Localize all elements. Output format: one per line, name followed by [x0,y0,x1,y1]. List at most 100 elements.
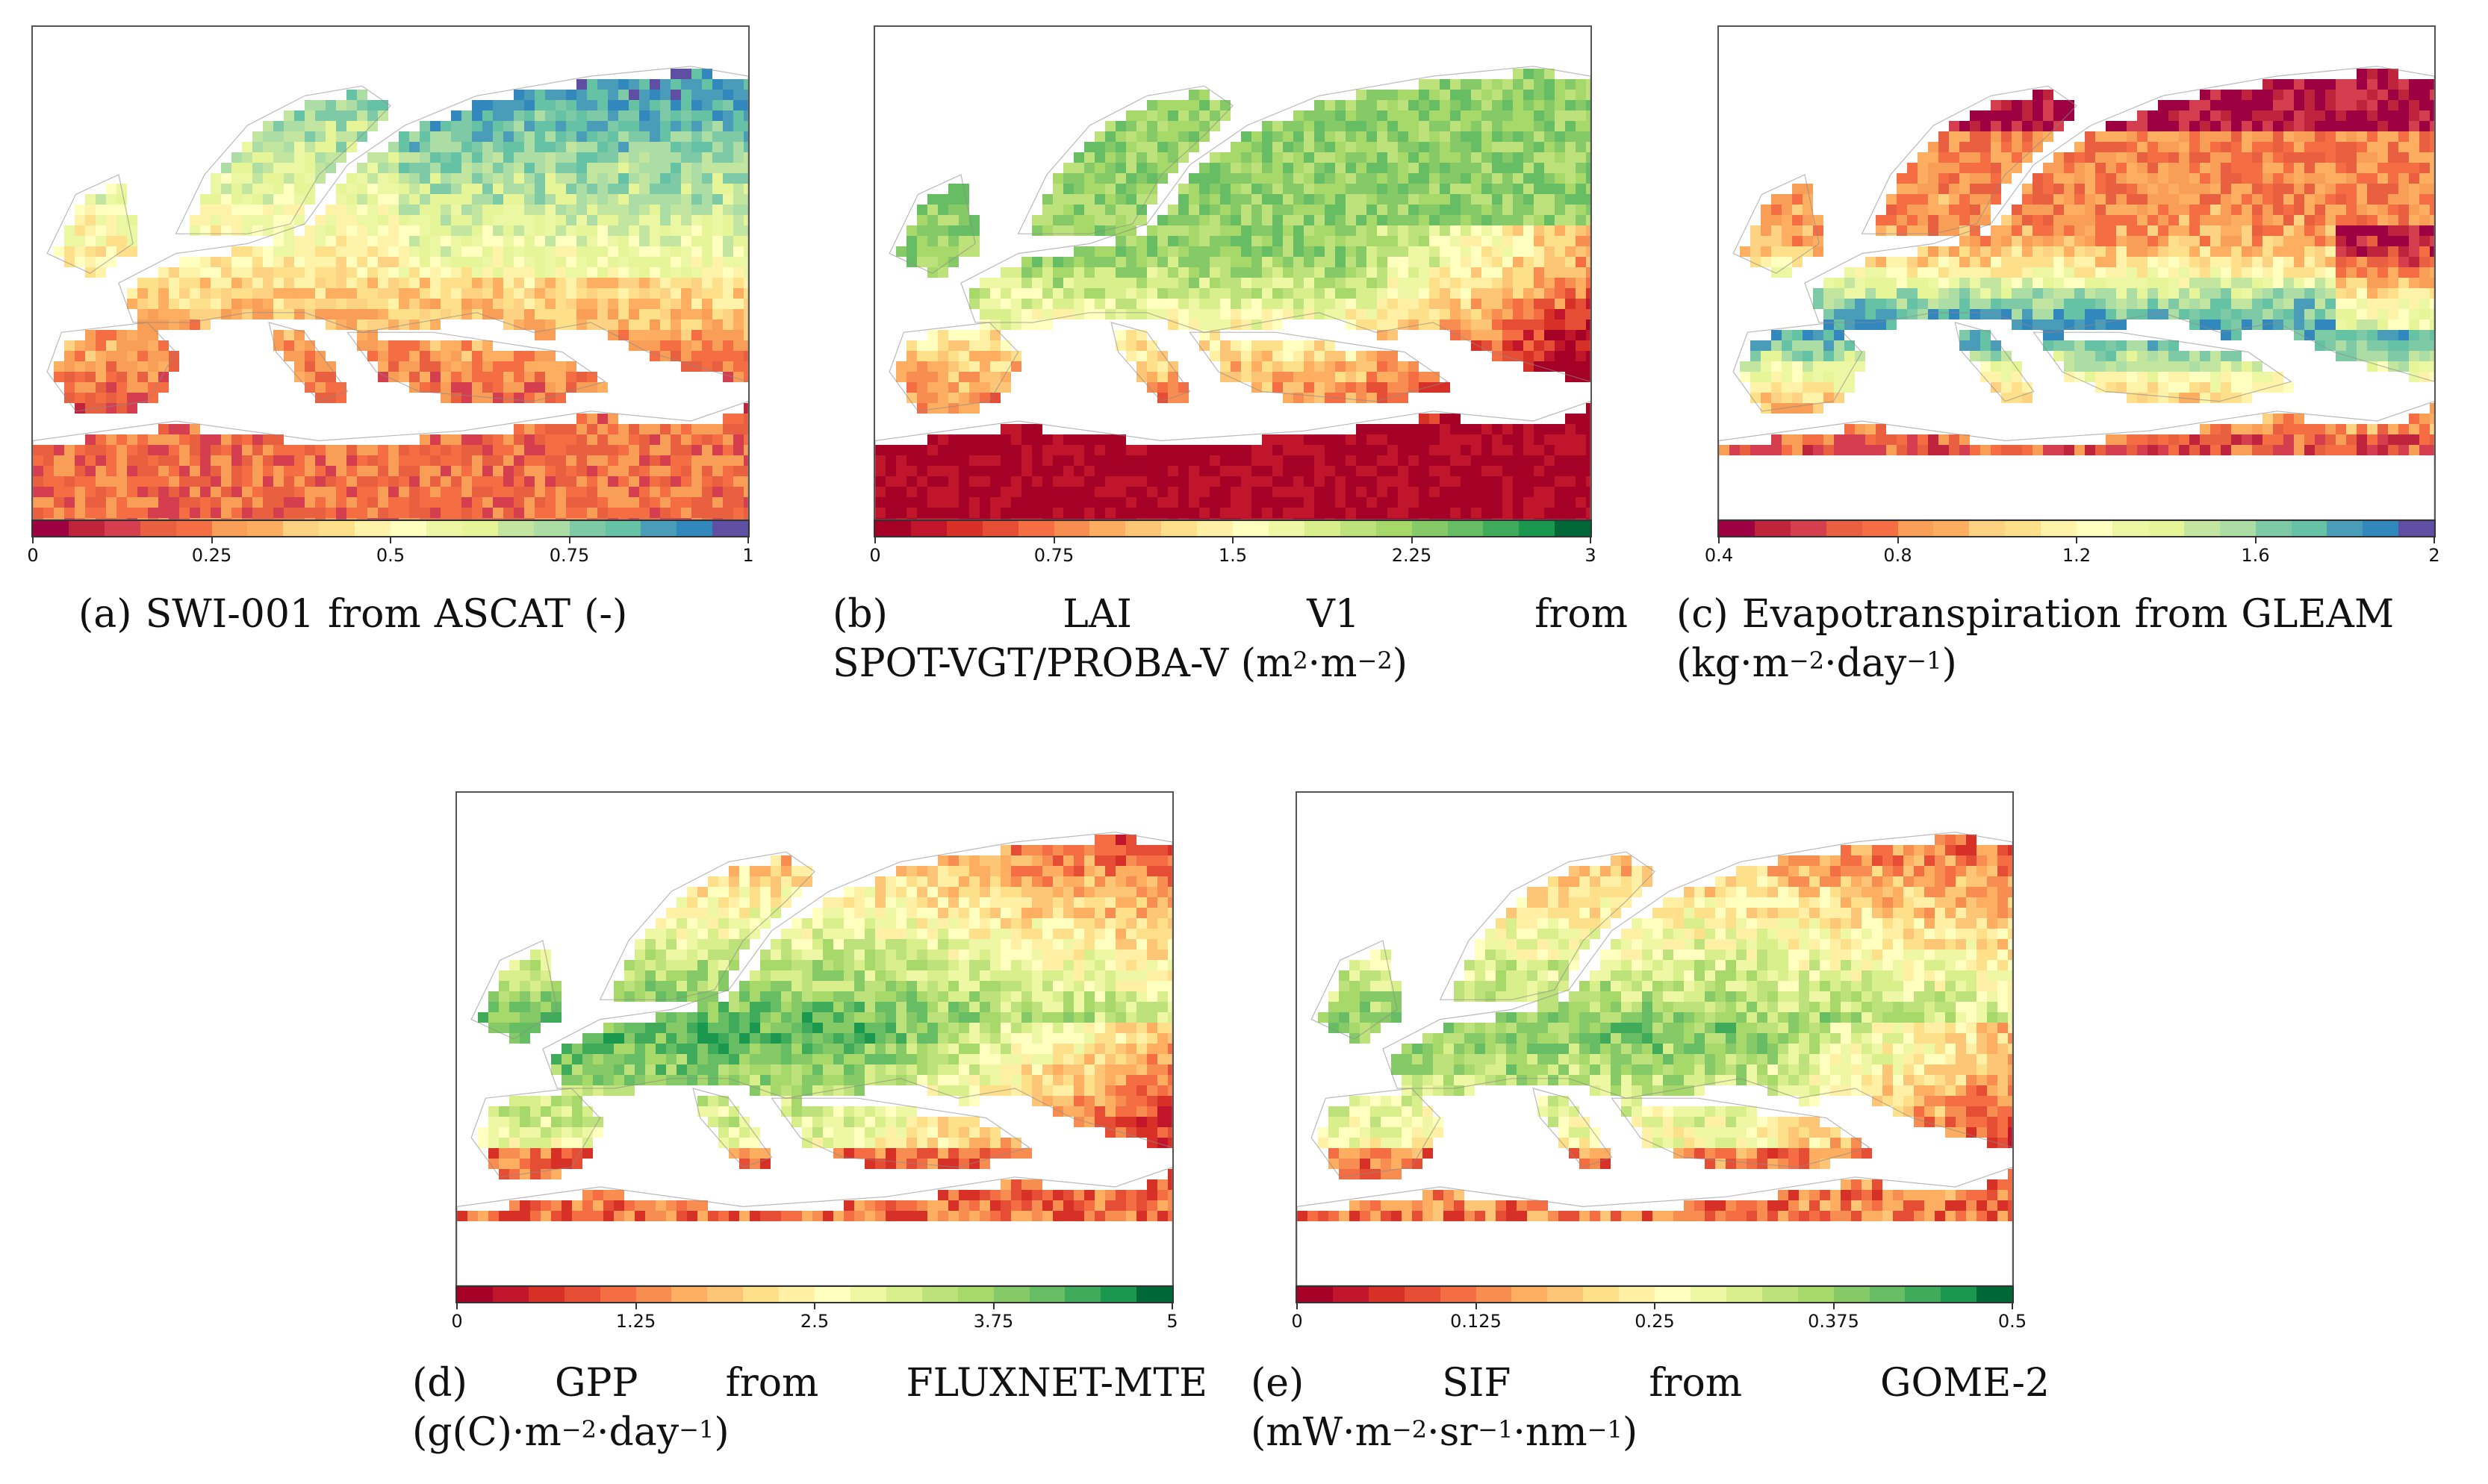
caption-text: ) [1622,1410,1638,1455]
colorbar-segment [1977,1287,2013,1302]
caption-word: from [1534,592,1628,637]
map-pixels-c [1719,69,2434,455]
caption-text: ·day [1824,641,1907,686]
caption-word: (-) [584,592,628,637]
colorbar-segment [1297,1287,1333,1302]
caption-word: GOME-2 [1880,1361,2050,1406]
colorbar-tick-label: 0 [451,1311,463,1332]
colorbar-tickmark [2433,537,2435,543]
map-raster-c [1719,66,2434,520]
colorbar-segment [1125,521,1162,536]
colorbar-tick-label: 1.6 [2241,545,2270,566]
colorbar-segment [1440,1287,1476,1302]
colorbar-tick-label: 0.25 [191,545,232,566]
colorbar-segment [1304,521,1340,536]
caption-line-2: (kg·m−2·day−1) [1676,639,2487,688]
map-raster-d [457,832,1172,1285]
colorbar-segment [1790,521,1826,536]
colorbar-segment [779,1287,815,1302]
colorbar-segment [1869,1287,1906,1302]
colorbar-tickmark [1832,1303,1835,1309]
colorbar-segment [1101,1287,1137,1302]
colorbar-tickmark [874,537,876,543]
colorbar-segment [921,1287,958,1302]
caption-line-1: (a) SWI-001 from ASCAT (-) [78,590,750,639]
colorbar-segment [2363,521,2399,536]
caption-line-2: (g(C)·m−2·day−1) [412,1408,1207,1457]
colorbar-tick-label: 0.5 [1997,1311,2027,1332]
colorbar-tickmark [390,537,391,543]
colorbar-segment [564,1287,600,1302]
colorbar-segment [1368,1287,1405,1302]
caption-text: (g(C)·m [412,1410,562,1455]
caption-superscript: −2 [1391,1415,1428,1444]
caption-superscript: −2 [1788,646,1825,675]
colorbar-tick-label: 2.25 [1391,545,1432,566]
colorbar-segment [2183,521,2220,536]
colorbar-swi [31,520,750,537]
colorbar-tickmark [1172,1303,1173,1309]
colorbar-tickmark [992,1303,995,1309]
colorbar-segment [2291,521,2327,536]
coastlines-d [457,832,1172,1285]
colorbar-segment [1519,521,1555,536]
colorbar-segment [875,521,911,536]
colorbar-tickmark [1718,537,1720,543]
caption-word: Evapotranspiration [1741,592,2121,637]
caption-units: SPOT-VGT/PROBA-V (m2·m−2) [833,639,1408,688]
colorbar-segment [2077,521,2112,536]
caption-line-1: (b) LAI V1 from [833,590,1628,639]
colorbar-et [1717,520,2436,537]
colorbar-segment [175,521,212,536]
map-raster-a [33,66,748,520]
caption-units: (g(C)·m−2·day−1) [412,1408,730,1457]
colorbar-segment [211,521,248,536]
colorbar-segment [1719,521,1755,536]
colorbar-tickmark [2012,1303,2013,1309]
map-et-gleam [1717,25,2436,521]
colorbar-gpp [455,1285,1174,1303]
colorbar-segment [1054,521,1090,536]
colorbar-segment [982,521,1018,536]
colorbar-segment [1655,1287,1691,1302]
colorbar-tick-label: 1.5 [1218,545,1248,566]
colorbar-tick-label: 0 [869,545,881,566]
colorbar-segment [104,521,140,536]
coastlines-c [1719,66,2434,520]
colorbar-segment [2327,521,2363,536]
colorbar-segment [743,1287,780,1302]
colorbar-segment [605,521,641,536]
caption-word: LAI [1063,592,1132,637]
map-pixels-b [875,69,1590,520]
caption-superscript: −1 [679,1415,715,1444]
colorbar-segment [1268,521,1304,536]
caption-e: (e) SIF from GOME-2 (mW·m−2·sr−1·nm−1) [1251,1359,2050,1457]
coastlines-b [875,66,1590,520]
colorbar-segment [910,521,947,536]
caption-word: (d) [412,1361,467,1406]
colorbar-segment [1941,1287,1977,1302]
colorbar-segment [140,521,176,536]
caption-word: (c) [1676,592,1729,637]
colorbar-segment [1897,521,1934,536]
colorbar-tick-label: 5 [1166,1311,1178,1332]
colorbar-segment [707,1287,744,1302]
colorbar-segment [1511,1287,1548,1302]
colorbar-segment [1761,1287,1798,1302]
colorbar-segment [2041,521,2077,536]
colorbar-tickmark [456,1303,458,1309]
colorbar-tickmark [1411,537,1413,543]
colorbar-segment [1197,521,1234,536]
caption-text: ) [1941,641,1957,686]
colorbar-lai [874,520,1592,537]
colorbar-segment [993,1287,1030,1302]
colorbar-tickmark [747,537,749,543]
caption-word: V1 [1307,592,1360,637]
colorbar-tick-label: 1.2 [2062,545,2092,566]
caption-word: from [328,592,421,637]
colorbar-tickmark [568,537,570,543]
colorbar-segment [355,521,391,536]
caption-units: (mW·m−2·sr−1·nm−1) [1251,1408,1638,1457]
colorbar-tick-label: 0.4 [1704,545,1734,566]
colorbar-segment [1404,1287,1440,1302]
